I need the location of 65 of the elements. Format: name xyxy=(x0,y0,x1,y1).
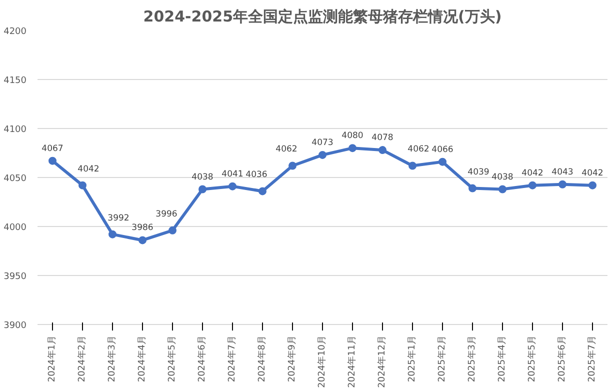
data-label: 4067 xyxy=(42,144,64,154)
x-tick-label: 2024年3月 xyxy=(106,335,118,382)
x-tick-label: 2024年5月 xyxy=(166,335,178,382)
point xyxy=(498,185,506,194)
data-label: 4042 xyxy=(78,164,100,174)
point xyxy=(138,236,146,244)
data-label: 4042 xyxy=(582,168,604,178)
x-tick-label: 2024年9月 xyxy=(286,335,298,382)
x-tick-label: 2024年4月 xyxy=(136,335,148,382)
x-tick-label: 2024年8月 xyxy=(256,335,268,382)
point xyxy=(348,144,356,152)
point xyxy=(468,184,476,192)
y-tick-label: 3900 xyxy=(4,321,27,331)
point xyxy=(48,156,56,165)
y-tick-label: 4100 xyxy=(4,125,27,135)
data-label: 4042 xyxy=(522,168,544,178)
point xyxy=(108,230,116,238)
data-label: 4062 xyxy=(408,144,430,155)
x-tick-label: 2024年12月 xyxy=(376,335,388,388)
x-tick-label: 2024年6月 xyxy=(196,335,208,382)
point xyxy=(558,180,566,188)
x-tick-label: 2025年3月 xyxy=(466,335,478,382)
chart-title: 2024-2025年全国定点监测能繁母猪存栏情况(万头) xyxy=(143,8,502,26)
data-label: 4066 xyxy=(432,144,454,155)
x-tick-label: 2024年2月 xyxy=(76,335,88,382)
data-label: 4073 xyxy=(312,138,334,148)
point xyxy=(78,181,86,190)
x-tick-label: 2025年6月 xyxy=(556,335,568,382)
y-tick-label: 4200 xyxy=(4,27,27,37)
y-tick-label: 4150 xyxy=(4,76,27,86)
data-label: 4038 xyxy=(192,172,214,182)
data-label: 3986 xyxy=(132,223,154,234)
y-tick-label: 3950 xyxy=(4,272,27,282)
data-label: 4080 xyxy=(342,131,364,142)
point xyxy=(198,185,206,194)
point xyxy=(438,158,446,166)
point xyxy=(408,162,416,170)
point xyxy=(258,187,266,196)
y-tick-label: 4050 xyxy=(4,174,27,184)
point xyxy=(528,181,536,190)
x-tick-label: 2024年1月 xyxy=(46,335,58,382)
x-tick-label: 2025年7月 xyxy=(586,335,598,382)
x-tick-label: 2024年7月 xyxy=(226,335,238,382)
point xyxy=(228,182,236,190)
data-label: 3992 xyxy=(108,213,130,224)
x-tick-label: 2025年1月 xyxy=(406,335,418,382)
y-tick-label: 4000 xyxy=(4,223,27,233)
point xyxy=(288,162,296,170)
data-label: 4078 xyxy=(372,133,394,144)
data-label: 4038 xyxy=(492,172,514,182)
data-label: 4039 xyxy=(468,167,490,178)
point xyxy=(168,226,176,234)
point xyxy=(318,150,326,159)
point xyxy=(588,181,596,190)
data-label: 4041 xyxy=(222,169,244,180)
data-label: 3996 xyxy=(156,209,178,220)
x-tick-label: 2025年5月 xyxy=(526,335,538,382)
data-label: 4036 xyxy=(246,170,268,180)
x-tick-label: 2024年11月 xyxy=(346,335,358,388)
x-tick-label: 2025年4月 xyxy=(496,335,508,382)
point xyxy=(378,146,386,154)
data-label: 4043 xyxy=(552,167,574,178)
data-label: 4062 xyxy=(276,144,298,155)
x-tick-label: 2025年2月 xyxy=(436,335,448,382)
x-tick-label: 2024年10月 xyxy=(316,335,328,388)
